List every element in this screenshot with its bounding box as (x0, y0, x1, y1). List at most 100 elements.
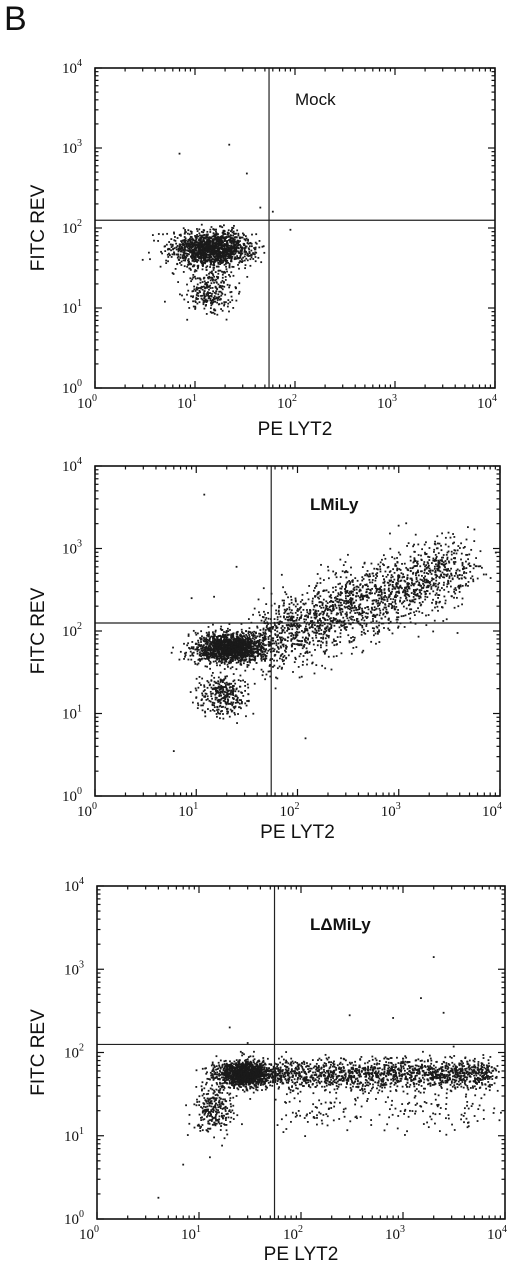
scatter-point-main (194, 258, 197, 261)
scatter-point-low (236, 722, 238, 724)
scatter-point-diagonal (290, 609, 293, 612)
scatter-point-main (249, 652, 252, 655)
scatter-point-main (195, 240, 198, 243)
scatter-point-main (253, 634, 256, 637)
scatter-point-low (229, 708, 232, 711)
scatter-point-main (212, 633, 215, 635)
scatter-point-main (219, 259, 222, 262)
scatter-point-diagonal (290, 635, 293, 637)
scatter-point-main (213, 650, 215, 653)
scatter-point-main (208, 633, 210, 636)
scatter-point-main (217, 233, 219, 236)
scatter-point-diagonal (410, 577, 413, 580)
scatter-point-low (219, 298, 222, 300)
scatter-point-low (207, 681, 210, 684)
scatter-point-diagonal (362, 585, 364, 587)
scatter-point-main (230, 260, 233, 263)
scatter-point-main (202, 264, 204, 267)
scatter-point-main (219, 664, 221, 667)
scatter-point-main (179, 233, 182, 236)
scatter-point-main (203, 255, 206, 258)
scatter-point-diagonal (264, 678, 267, 681)
scatter-point-main (185, 243, 188, 246)
scatter-point-main (174, 239, 177, 242)
scatter-point-low (221, 690, 224, 693)
scatter-point-main (198, 238, 200, 241)
scatter-point-main (238, 267, 240, 270)
scatter-point-diagonal (414, 622, 417, 625)
scatter-point-diagonal (361, 607, 363, 610)
scatter-point-main (232, 250, 235, 253)
scatter-point-main (262, 245, 265, 248)
scatter-point-main (221, 653, 223, 655)
scatter-point-diagonal (361, 609, 364, 612)
scatter-point-diagonal (306, 611, 309, 614)
scatter-point-diagonal (396, 585, 398, 588)
scatter-point-main (173, 251, 175, 254)
scatter-point-diagonal (371, 627, 374, 630)
scatter-point-diagonal (423, 584, 426, 587)
scatter-point-diagonal (471, 575, 474, 578)
scatter-point-main (195, 642, 197, 645)
scatter-point-diagonal (297, 631, 299, 634)
scatter-point-main (206, 653, 209, 656)
scatter-point-main (254, 241, 257, 244)
scatter-point-main (198, 242, 200, 245)
scatter-point-main (215, 251, 218, 254)
scatter-point-diagonal (262, 670, 265, 673)
scatter-point-main (200, 254, 202, 257)
scatter-point-low (225, 318, 228, 321)
scatter-point-diagonal (437, 586, 440, 589)
scatter-point-diagonal (280, 632, 283, 635)
scatter-point-diagonal (456, 574, 459, 577)
scatter-point-low (234, 690, 237, 693)
scatter-point-main (204, 658, 207, 660)
scatter-point-diagonal (280, 640, 283, 643)
scatter-point-diagonal (323, 652, 326, 655)
scatter-point-main (192, 629, 195, 632)
scatter-point-main (229, 275, 232, 278)
scatter-point-diagonal (362, 649, 365, 652)
scatter-point-main (212, 631, 214, 634)
scatter-point-main (178, 249, 181, 252)
scatter-point-main (235, 656, 237, 658)
scatter-point-main (210, 253, 212, 256)
scatter-point-diagonal (449, 536, 452, 539)
scatter-point-main (205, 240, 208, 243)
scatter-point-diagonal (247, 618, 250, 620)
scatter-point-main (200, 236, 203, 239)
scatter-point-diagonal (323, 623, 326, 625)
scatter-point-low (215, 696, 218, 699)
scatter-point-diagonal (319, 605, 321, 608)
scatter-point-low (190, 280, 193, 283)
scatter-point-main (235, 639, 237, 642)
scatter-point-low (177, 281, 180, 283)
scatter-point-diagonal (326, 609, 329, 611)
scatter-point-main (246, 654, 249, 657)
scatter-point-low (203, 689, 206, 691)
scatter-point-low (217, 297, 220, 300)
scatter-point-main (265, 644, 267, 647)
scatter-point-main (228, 650, 231, 652)
scatter-point-main (248, 655, 251, 658)
scatter-point-low (226, 701, 229, 704)
scatter-point-diagonal (376, 575, 378, 578)
scatter-point-main (226, 260, 229, 262)
scatter-point-main (230, 240, 233, 242)
scatter-point-main (208, 644, 211, 647)
scatter-point-main (233, 224, 235, 227)
scatter-point-main (228, 254, 231, 257)
scatter-point-main (211, 250, 214, 253)
scatter-point-main (226, 241, 229, 244)
scatter-point-main (209, 243, 211, 246)
scatter-point-diagonal (340, 629, 342, 631)
scatter-point-diagonal (337, 592, 340, 595)
scatter-point-diagonal (306, 641, 309, 644)
scatter-point-main (233, 655, 235, 658)
scatter-point-diagonal (396, 557, 398, 559)
scatter-point-low (224, 696, 227, 699)
scatter-point-low (213, 300, 216, 303)
scatter-point-diagonal (419, 578, 422, 581)
scatter-point-main (184, 237, 187, 240)
scatter-point-diagonal (369, 581, 371, 584)
